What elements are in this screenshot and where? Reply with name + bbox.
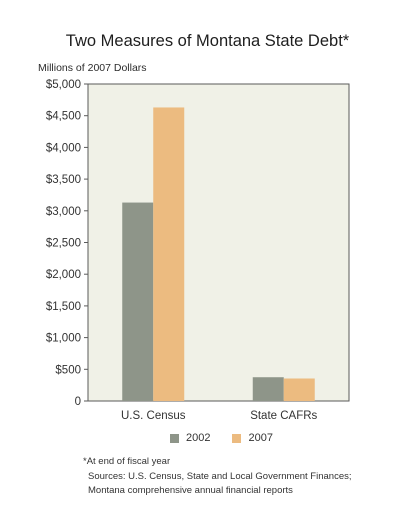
y-tick-label: $1,000: [46, 333, 81, 345]
y-axis-label: Millions of 2007 Dollars: [38, 62, 147, 74]
legend-label-2007: 2007: [248, 432, 273, 444]
legend-label-2002: 2002: [186, 432, 211, 444]
sources-note: Sources: U.S. Census, State and Local Go…: [88, 471, 352, 496]
legend-swatch-2002: [170, 433, 179, 443]
bar-2007-state-cafrs: [283, 378, 315, 401]
legend-swatch-2007: [232, 433, 242, 443]
y-tick-label: 0: [75, 396, 81, 408]
bar-2002-u-s-census: [122, 202, 154, 401]
bar-2007-u-s-census: [153, 107, 185, 401]
y-tick-label: $3,500: [46, 174, 81, 186]
y-tick-label: $2,000: [46, 269, 81, 281]
y-tick-label: $500: [55, 364, 81, 376]
bar-chart: 0 $500 $1,000 $1,500 $2,000 $2,500 $3,000 $3,50…: [46, 79, 350, 422]
y-tick-label: $4,000: [46, 142, 81, 154]
y-tick-label: $2,500: [46, 238, 81, 250]
chart-title: Two Measures of Montana State Debt*: [65, 32, 350, 50]
bar-2002-state-cafrs: [252, 377, 284, 401]
legend-item-2007: 2007: [232, 432, 273, 444]
y-tick-label: $5,000: [46, 79, 81, 91]
y-tick-label: $4,500: [46, 111, 81, 123]
legend-item-2002: 2002: [170, 432, 210, 444]
x-category-label: U.S. Census: [121, 410, 186, 422]
x-category-label: State CAFRs: [250, 410, 317, 422]
footnote: *At end of fiscal year: [83, 456, 171, 467]
y-tick-label: $1,500: [46, 301, 81, 313]
legend: 2002 2007: [170, 432, 295, 444]
y-tick-label: $3,000: [46, 206, 81, 218]
